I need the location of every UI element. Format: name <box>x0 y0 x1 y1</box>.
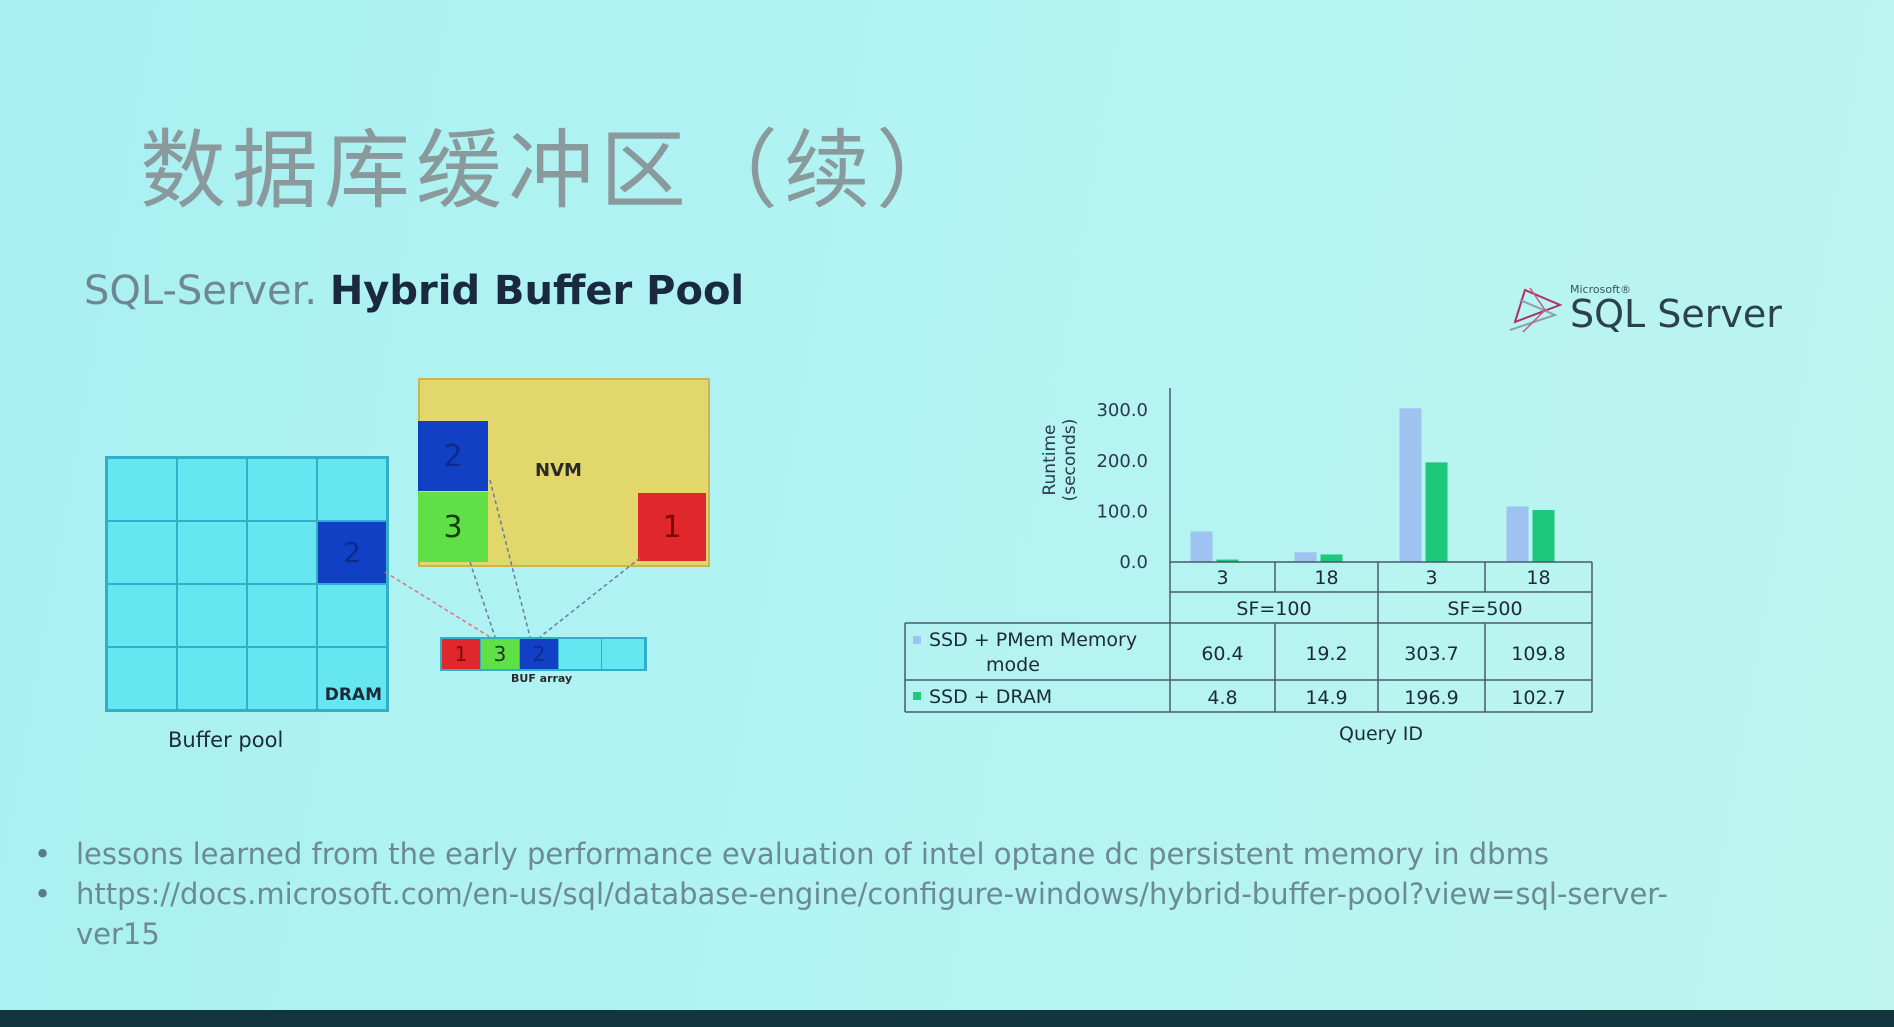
buf-array-label: BUF array <box>511 672 573 685</box>
nvm-page-3: 3 <box>418 492 488 562</box>
x-group-label: SF=500 <box>1447 598 1522 620</box>
bar-dram <box>1425 462 1448 562</box>
buffer-cell <box>247 647 317 710</box>
connector-line <box>469 561 496 638</box>
bar-pmem <box>1294 552 1317 562</box>
connector-line <box>489 479 531 638</box>
legend-label-dram: SSD + DRAM <box>929 686 1052 708</box>
subtitle-main: Hybrid Buffer Pool <box>329 268 745 314</box>
bar-pmem <box>1190 531 1213 562</box>
y-tick-label: 100.0 <box>1096 501 1148 522</box>
bullet-text-link[interactable]: https://docs.microsoft.com/en-us/sql/dat… <box>76 877 1668 911</box>
chart-x-axis-label: Query ID <box>1339 723 1423 745</box>
buffer-cell <box>177 647 247 710</box>
buffer-pool-label: Buffer pool <box>168 728 284 752</box>
buf-slot-green: 3 <box>481 639 520 669</box>
reference-bullets: • lessons learned from the early perform… <box>34 834 1668 954</box>
bullet-text-paper: lessons learned from the early performan… <box>76 837 1549 871</box>
subtitle-prefix: SQL-Server. <box>84 268 318 314</box>
dram-page-2: 2 <box>317 521 387 584</box>
buffer-cell <box>177 521 247 584</box>
logo-microsoft-text: Microsoft® <box>1570 283 1632 296</box>
legend-label-pmem: SSD + PMem Memory <box>929 629 1137 651</box>
legend-swatch-dram <box>913 692 921 700</box>
bar-dram <box>1216 559 1239 562</box>
buf-array: 1 3 2 <box>440 637 647 671</box>
sql-server-logo-icon <box>1509 287 1563 333</box>
bullet-marker: • <box>34 837 52 871</box>
table-value: 109.8 <box>1511 643 1565 665</box>
nvm-page-2: 2 <box>418 421 488 491</box>
buffer-cell <box>177 458 247 521</box>
buffer-cell <box>247 458 317 521</box>
buffer-cell <box>177 584 247 647</box>
table-value: 19.2 <box>1305 643 1347 665</box>
bar-dram <box>1532 510 1555 562</box>
buffer-cell <box>107 521 177 584</box>
buf-slot-red: 1 <box>442 639 481 669</box>
nvm-label: NVM <box>535 460 582 481</box>
bullet-spacer <box>34 914 76 954</box>
x-group-label: SF=100 <box>1236 598 1311 620</box>
buf-slot-blue: 2 <box>520 639 559 669</box>
buffer-cell <box>247 584 317 647</box>
table-value: 102.7 <box>1511 687 1565 709</box>
table-value: 14.9 <box>1305 687 1347 709</box>
buffer-cell <box>107 584 177 647</box>
table-value: 4.8 <box>1207 687 1237 709</box>
bullet-item-continuation: ver15 <box>34 914 1668 954</box>
buffer-cell <box>317 458 387 521</box>
x-category-label: 3 <box>1425 567 1437 589</box>
bullet-marker: • <box>34 877 52 911</box>
buffer-cell <box>247 521 317 584</box>
bar-pmem <box>1399 408 1422 562</box>
dram-label: DRAM <box>324 685 382 705</box>
x-category-label: 18 <box>1526 567 1550 589</box>
buffer-cell <box>317 584 387 647</box>
bar-pmem <box>1506 506 1529 562</box>
table-value: 60.4 <box>1201 643 1243 665</box>
nvm-page-1: 1 <box>638 493 706 561</box>
slide-subtitle: SQL-Server. Hybrid Buffer Pool <box>84 268 744 314</box>
buffer-cell <box>107 647 177 710</box>
x-category-label: 18 <box>1314 567 1338 589</box>
buffer-cell <box>107 458 177 521</box>
connector-line <box>539 557 641 638</box>
logo-sql-server-text: SQL Server <box>1570 292 1782 336</box>
bullet-item: • lessons learned from the early perform… <box>34 834 1668 874</box>
y-tick-label: 300.0 <box>1096 400 1148 421</box>
bar-dram <box>1320 554 1343 562</box>
legend-label-pmem-cont: mode <box>986 654 1040 676</box>
buf-slot-empty <box>602 639 645 669</box>
buffer-cell: DRAM <box>317 647 387 710</box>
slide-title: 数据库缓冲区（续） <box>140 121 968 221</box>
buffer-pool-grid: 2 DRAM <box>105 456 389 712</box>
x-category-label: 3 <box>1216 567 1228 589</box>
bullet-item: • https://docs.microsoft.com/en-us/sql/d… <box>34 874 1668 914</box>
legend-swatch-pmem <box>913 636 921 644</box>
y-tick-label: 0.0 <box>1119 552 1148 573</box>
table-value: 303.7 <box>1404 643 1458 665</box>
buf-slot-empty <box>559 639 602 669</box>
y-tick-label: 200.0 <box>1096 451 1148 472</box>
bullet-text-link-cont[interactable]: ver15 <box>76 917 160 951</box>
table-value: 196.9 <box>1404 687 1458 709</box>
bottom-edge <box>0 1010 1894 1027</box>
